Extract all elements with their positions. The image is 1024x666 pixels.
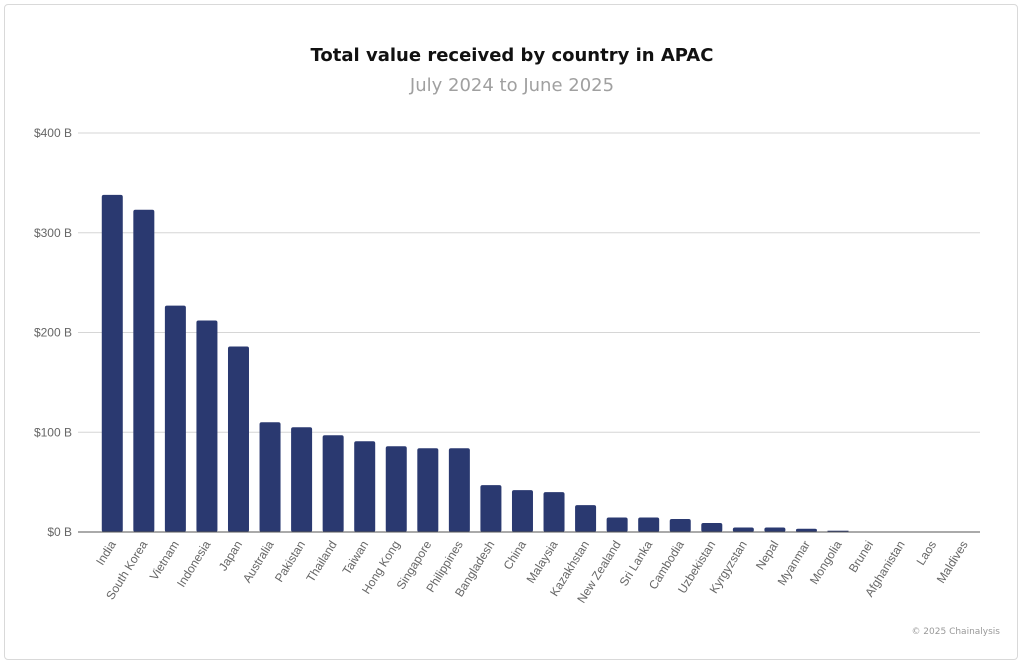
bar: [701, 523, 723, 532]
x-tick-label: Nepal: [753, 538, 781, 572]
y-tick-label: $400 B: [34, 126, 72, 140]
bar: [795, 528, 817, 532]
bar: [259, 422, 281, 532]
x-tick-label: India: [93, 538, 119, 568]
bar: [133, 209, 155, 532]
y-tick-label: $300 B: [34, 226, 72, 240]
x-tick-label: Japan: [216, 538, 245, 573]
x-tick-label: Laos: [914, 538, 940, 567]
y-tick-label: $100 B: [34, 425, 72, 439]
bar: [511, 490, 533, 532]
x-tick-label: Mongolia: [807, 538, 845, 587]
bar: [480, 485, 502, 532]
x-tick-label: Taiwan: [340, 538, 372, 577]
bar: [575, 505, 597, 532]
chart-title: Total value received by country in APAC: [310, 45, 714, 66]
bar: [764, 527, 786, 532]
bar: [448, 448, 470, 532]
bar: [417, 448, 439, 532]
bar: [196, 320, 218, 532]
chart-card: [4, 4, 1018, 660]
x-tick-label: Australia: [240, 538, 277, 585]
bar: [322, 435, 344, 532]
copyright-credit: © 2025 Chainalysis: [911, 627, 1000, 637]
bar: [291, 427, 313, 532]
x-tick-label: Maldives: [934, 538, 971, 586]
chart-subtitle: July 2024 to June 2025: [409, 75, 615, 96]
bar: [827, 530, 849, 532]
bar: [732, 527, 754, 532]
bar: [543, 492, 565, 532]
bar: [164, 305, 186, 532]
y-tick-label: $200 B: [34, 326, 72, 340]
bar: [669, 519, 691, 532]
y-tick-label: $0 B: [47, 525, 72, 539]
bar: [354, 441, 376, 532]
x-tick-label: Brunei: [846, 538, 876, 575]
bar: [385, 446, 407, 532]
bar: [638, 517, 660, 532]
bar: [227, 346, 249, 532]
bar: [101, 194, 123, 532]
x-tick-label: Thailand: [303, 538, 339, 584]
x-tick-label: Vietnam: [147, 538, 182, 583]
x-tick-label: China: [501, 538, 530, 572]
bar: [606, 517, 628, 532]
